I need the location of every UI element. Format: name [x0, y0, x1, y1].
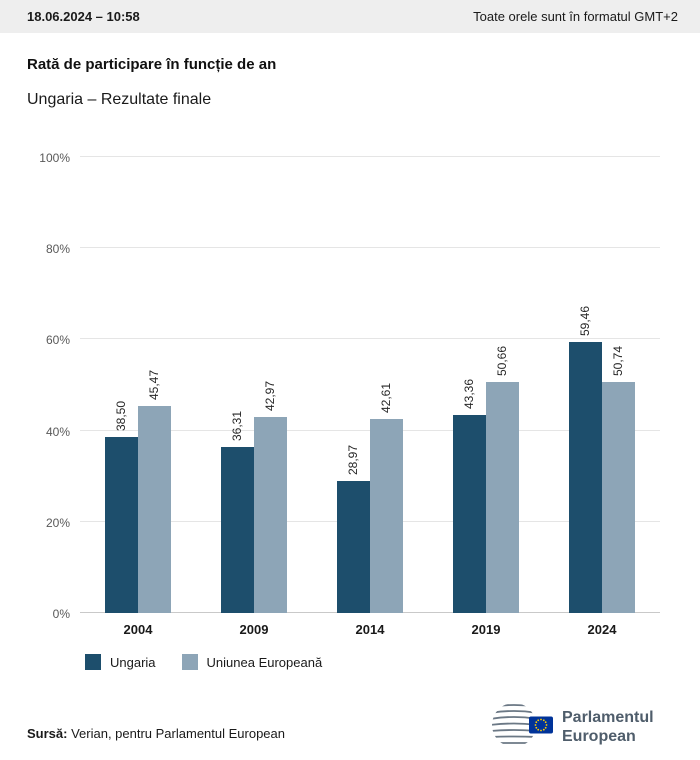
bar-uniunea-europeană-2024 — [602, 381, 635, 613]
legend-label-ungaria: Ungaria — [110, 654, 156, 670]
bar-value-label-uniunea-europeană-2014: 42,61 — [378, 382, 393, 413]
page-title: Rată de participare în funcție de an — [27, 56, 277, 73]
bar-value-label-uniunea-europeană-2019: 50,66 — [494, 345, 509, 376]
top-bar: 18.06.2024 – 10:58 Toate orele sunt în f… — [0, 0, 700, 33]
bar-value-label-ungaria-2024: 59,46 — [577, 305, 592, 336]
bar-value-label-ungaria-2009: 36,31 — [229, 411, 244, 442]
bar-uniunea-europeană-2019 — [486, 382, 519, 613]
logo-text-line1: Parlamentul — [562, 709, 654, 726]
legend-swatch-ungaria — [85, 654, 101, 670]
bar-ungaria-2024 — [569, 341, 602, 613]
y-tick-label: 20% — [45, 515, 70, 530]
legend-item-ungaria: Ungaria — [85, 654, 156, 670]
svg-text:Parlamentul: Parlamentul — [562, 709, 654, 726]
plot-area: 38,50 45,47 36,31 42,97 28,97 42,61 43,36 50,66… — [80, 156, 660, 613]
logo-text-line2: European — [562, 728, 636, 745]
gridline — [80, 338, 660, 340]
x-tick-label-2019: 2019 — [471, 622, 501, 637]
bar-value-label-ungaria-2014: 28,97 — [345, 444, 360, 475]
bar-value-label-uniunea-europeană-2004: 45,47 — [146, 369, 161, 400]
legend-swatch-uniunea-europeana — [181, 654, 198, 670]
y-axis-labels: 0% 20% 40% 60% 80% 100% — [0, 151, 70, 621]
x-axis-labels: 2004 2009 2014 2019 2024 — [80, 622, 660, 642]
x-tick-label-2024: 2024 — [587, 622, 617, 637]
bar-ungaria-2019 — [453, 415, 486, 613]
svg-text:European: European — [562, 728, 636, 745]
y-tick-label: 60% — [45, 333, 70, 348]
eu-flag-icon — [529, 716, 553, 734]
datetime-label: 18.06.2024 – 10:58 — [27, 9, 140, 24]
y-tick-label: 80% — [45, 242, 70, 257]
bar-ungaria-2014 — [337, 480, 370, 613]
bar-uniunea-europeană-2009 — [254, 417, 287, 613]
timezone-note: Toate orele sunt în formatul GMT+2 — [473, 9, 678, 24]
x-tick-label-2009: 2009 — [239, 622, 269, 637]
x-tick-label-2014: 2014 — [355, 622, 385, 637]
gridline — [80, 156, 660, 157]
source-note: Sursă: Verian, pentru Parlamentul Europe… — [27, 726, 285, 741]
y-tick-label: 0% — [52, 607, 70, 621]
bar-value-label-uniunea-europeană-2024: 50,74 — [610, 345, 625, 376]
legend-item-uniunea-europeana: Uniunea Europeană — [181, 654, 323, 670]
source-label: Sursă: — [27, 726, 68, 741]
european-parliament-logo[interactable]: Parlamentul European — [488, 699, 684, 751]
bar-ungaria-2009 — [221, 447, 254, 613]
legend-label-uniunea-europeana: Uniunea Europeană — [206, 654, 323, 670]
bar-value-label-ungaria-2019: 43,36 — [461, 379, 476, 410]
bar-uniunea-europeană-2014 — [370, 418, 403, 613]
bar-value-label-ungaria-2004: 38,50 — [113, 401, 128, 432]
gridline — [80, 247, 660, 249]
x-tick-label-2004: 2004 — [123, 622, 153, 637]
bar-uniunea-europeană-2004 — [138, 405, 171, 613]
y-tick-label: 40% — [45, 424, 70, 439]
page-subtitle: Ungaria – Rezultate finale — [27, 91, 212, 108]
legend: Ungaria Uniunea Europeană — [85, 654, 322, 670]
bar-ungaria-2004 — [105, 437, 138, 613]
y-tick-label: 100% — [39, 151, 70, 165]
bar-value-label-uniunea-europeană-2009: 42,97 — [262, 381, 277, 412]
source-text: Verian, pentru Parlamentul European — [67, 726, 285, 741]
